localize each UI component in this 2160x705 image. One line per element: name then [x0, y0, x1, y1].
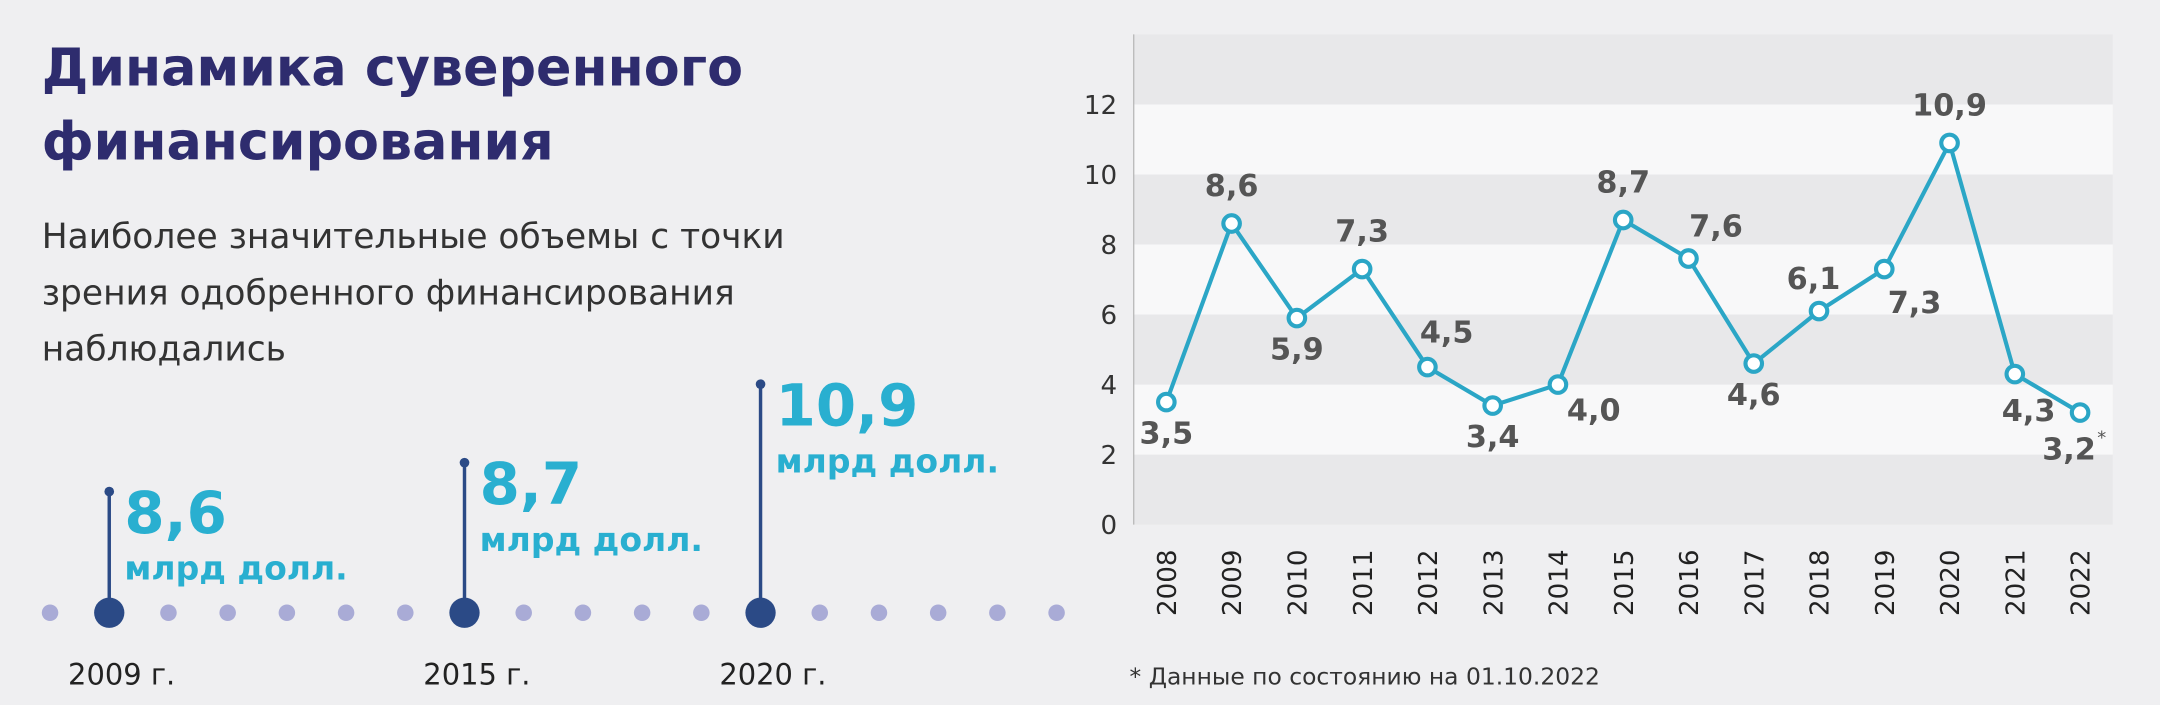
x-tick-label: 2020 [1936, 549, 1966, 616]
value-label: 4,5 [1420, 315, 1474, 350]
timeline-stem-tip [755, 379, 766, 389]
data-point [2069, 402, 2091, 423]
highlight-unit: млрд долл. [776, 441, 999, 480]
timeline-key-dot [94, 597, 125, 628]
data-point [2004, 363, 2026, 385]
timeline-dot [574, 604, 592, 622]
title-line: Динамика суверенного [42, 37, 743, 98]
timeline-dot [160, 604, 177, 622]
data-point [1743, 353, 1765, 374]
value-label: 3,4 [1466, 420, 1520, 455]
x-tick-label: 2013 [1479, 549, 1509, 616]
data-point [1286, 307, 1308, 329]
timeline-key-dot [449, 597, 480, 628]
timeline-dot [811, 604, 829, 622]
highlight-year: 2020 г. [719, 657, 826, 691]
data-point [1939, 132, 1960, 154]
highlight-value: 10,9 [776, 371, 919, 439]
highlight-unit: млрд долл. [480, 520, 703, 559]
data-point [1808, 300, 1830, 322]
value-label: 7,3 [1335, 214, 1389, 249]
x-tick-label: 2014 [1545, 549, 1575, 616]
footnote: * Данные по состоянию на 01.10.2022 [1130, 662, 1600, 690]
grid-band [1133, 34, 2113, 105]
timeline-dot [278, 604, 296, 622]
x-tick-label: 2011 [1349, 549, 1379, 616]
highlight-value: 8,7 [480, 450, 582, 518]
grid-band [1133, 244, 2113, 315]
timeline-dot [870, 604, 888, 622]
highlight-value: 8,6 [124, 479, 226, 547]
value-label: 5,9 [1270, 332, 1324, 367]
timeline-dot [337, 604, 355, 622]
timeline-key-dot [745, 597, 776, 628]
value-label: 8,6 [1205, 169, 1259, 204]
timeline-dot [397, 604, 414, 622]
timeline-dot [989, 604, 1006, 622]
x-tick-label: 2022 [2067, 549, 2097, 616]
value-label: 4,6 [1727, 378, 1781, 413]
subtitle-line: наблюдались [42, 330, 286, 370]
y-tick-label: 4 [1101, 371, 1118, 401]
grid-band [1133, 174, 2113, 245]
value-label: 4,3 [2002, 394, 2056, 429]
x-tick-label: 2009 [1218, 549, 1248, 616]
footnote-marker: * [2097, 427, 2106, 448]
timeline-dot [219, 604, 236, 622]
x-tick-label: 2019 [1871, 549, 1901, 616]
data-point [1612, 209, 1634, 231]
timeline-stem-tip [104, 486, 115, 497]
x-tick-label: 2015 [1610, 549, 1640, 616]
value-label: 7,3 [1888, 286, 1942, 321]
data-point [1547, 374, 1569, 395]
y-tick-label: 10 [1084, 161, 1117, 191]
timeline-dot [515, 604, 532, 622]
subtitle-line: зрения одобренного финансирования [42, 273, 735, 313]
value-label: 4,0 [1567, 393, 1621, 428]
y-tick-label: 6 [1101, 301, 1118, 331]
data-point [1417, 356, 1438, 378]
value-label: 7,6 [1689, 209, 1743, 244]
highlight-year: 2009 г. [68, 657, 175, 691]
y-tick-label: 0 [1101, 511, 1118, 541]
timeline-dot [693, 604, 710, 622]
highlight-year: 2015 г. [423, 657, 530, 691]
y-tick-label: 12 [1084, 91, 1117, 121]
timeline-stem-tip [459, 457, 470, 468]
y-tick-label: 8 [1101, 231, 1118, 261]
x-tick-label: 2017 [1740, 549, 1770, 616]
value-label: 6,1 [1787, 262, 1841, 297]
data-point [1221, 213, 1242, 234]
value-label: 10,9 [1912, 88, 1987, 123]
grid-band [1133, 384, 2113, 455]
highlight-unit: млрд долл. [124, 549, 347, 588]
x-tick-label: 2008 [1153, 549, 1183, 616]
data-point [1156, 391, 1177, 413]
timeline-dot [41, 604, 59, 622]
title-line: финансирования [42, 112, 554, 173]
x-tick-label: 2016 [1675, 549, 1705, 616]
subtitle-line: Наиболее значительные объемы с точки [42, 217, 785, 257]
data-point [1482, 395, 1503, 416]
value-label: 8,7 [1596, 165, 1650, 200]
x-tick-label: 2010 [1284, 549, 1314, 616]
timeline-dot [1048, 604, 1065, 622]
x-tick-label: 2012 [1414, 549, 1444, 616]
value-label: 3,2 [2042, 432, 2096, 467]
data-point [1873, 258, 1895, 280]
grid-band [1133, 454, 2113, 525]
timeline-dot [633, 604, 651, 622]
value-label: 3,5 [1140, 416, 1194, 451]
y-tick-label: 2 [1101, 441, 1118, 471]
data-point [1351, 258, 1373, 280]
x-tick-label: 2021 [2001, 549, 2031, 616]
timeline-dot [929, 604, 947, 622]
data-point [1678, 248, 1699, 269]
line-chart: 0 2 4 6 8 10 12 2008 2009 2010 2011 2012 2013 2014 201… [1084, 34, 2113, 616]
x-tick-label: 2018 [1806, 549, 1836, 616]
